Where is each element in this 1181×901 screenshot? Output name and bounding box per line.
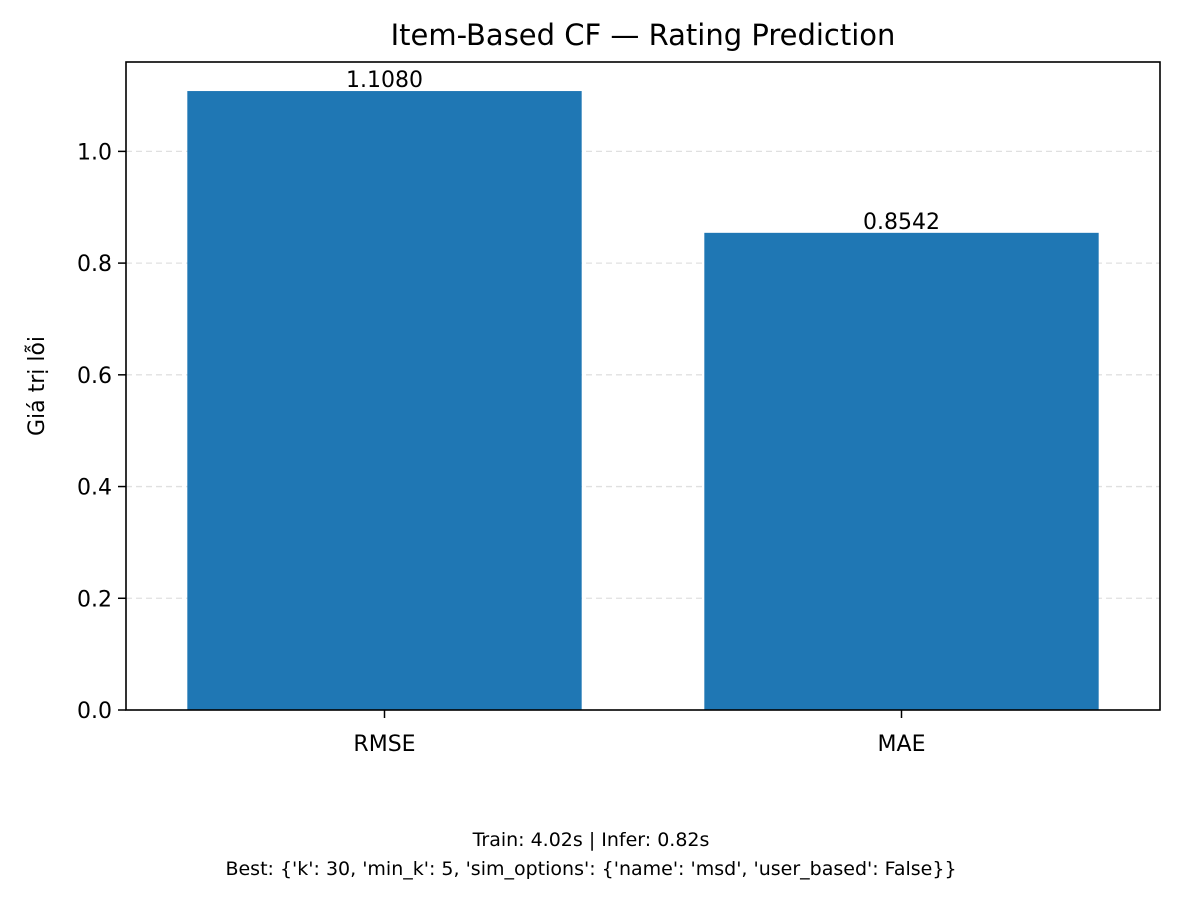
y-tick-label: 0.8 [77,252,112,277]
y-tick-label: 0.2 [77,587,112,612]
x-axis-ticks: RMSE MAE [353,710,925,757]
chart-title: Item-Based CF — Rating Prediction [391,18,896,52]
y-tick-label: 0.0 [77,699,112,724]
bar-mae [704,232,1099,710]
y-axis-ticks: 0.0 0.2 0.4 0.6 0.8 1.0 [77,140,126,724]
footnote-timing: Train: 4.02s | Infer: 0.82s [472,829,710,851]
y-axis-label: Giá trị lỗi [24,336,50,436]
plot-frame [125,61,1161,711]
bar-value-labels: 1.1080 0.8542 [346,68,940,235]
value-label-mae: 0.8542 [863,210,940,235]
bar-rmse [187,91,582,710]
y-tick-label: 0.4 [77,476,112,501]
y-tick-label: 0.6 [77,364,112,389]
y-tick-label: 1.0 [77,140,112,165]
bars [187,91,1099,710]
value-label-rmse: 1.1080 [346,68,423,93]
x-tick-label-mae: MAE [878,732,926,757]
x-tick-label-rmse: RMSE [353,732,415,757]
footnote-best-params: Best: {'k': 30, 'min_k': 5, 'sim_options… [225,858,956,880]
